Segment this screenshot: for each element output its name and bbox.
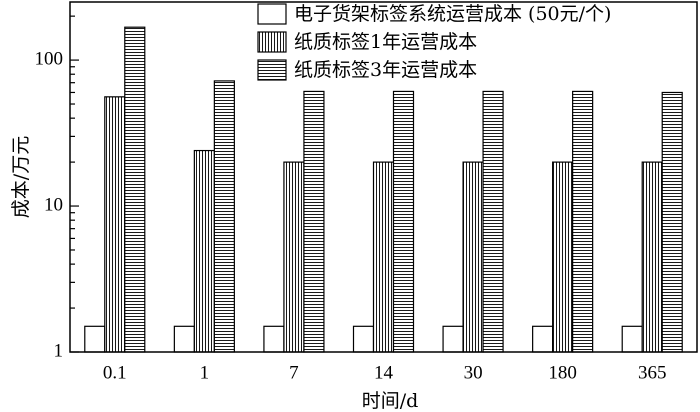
x-tick-label: 180 [548,362,577,383]
x-tick-label: 14 [374,362,394,383]
bar-1-1 [173,325,195,353]
bar-1-180 [532,325,554,353]
bar-2-1 [193,149,215,353]
legend-label: 纸质标签3年运营成本 [294,59,477,81]
x-tick-label: 1 [200,362,210,383]
bar-3-30 [482,90,504,353]
bar-1-14 [352,325,375,353]
x-tick-label: 30 [464,362,483,383]
bar-2-30 [462,161,484,353]
bar-3-7 [303,90,325,353]
y-axis: 1 10 100 [35,15,79,361]
bar-1-7 [263,325,285,353]
bar-2-7 [283,161,305,353]
x-axis: 0.1 1 7 14 30 180 365 [103,362,667,383]
legend-swatch [257,3,287,25]
bar-2-0.1 [104,96,126,353]
x-axis-title: 时间/d [362,390,419,412]
legend-swatch [257,31,287,53]
bar-2-180 [552,161,574,353]
x-tick-label: 0.1 [103,362,127,383]
x-tick-label: 7 [289,362,299,383]
y-tick-label: 1 [54,340,64,361]
y-tick-label: 10 [44,194,63,215]
bars-layer [84,26,683,353]
bar-1-30 [442,325,464,353]
bar-3-14 [392,90,415,353]
bar-2-14 [372,161,395,353]
bar-3-180 [572,90,594,353]
plot-frame [69,1,698,353]
bar-3-0.1 [124,26,146,353]
bar-3-1 [213,80,235,353]
y-axis-title: 成本/万元 [10,136,32,218]
x-tick-label: 365 [638,362,667,383]
legend-label: 纸质标签1年运营成本 [294,31,477,53]
y-tick-label: 100 [35,48,64,69]
legend-label: 电子货架标签系统运营成本 (50元/个) [294,3,611,25]
bar-3-365 [661,91,683,353]
legend-swatch [257,59,287,81]
bar-2-365 [641,161,663,353]
bar-1-365 [621,325,643,353]
bar-1-0.1 [84,325,106,353]
